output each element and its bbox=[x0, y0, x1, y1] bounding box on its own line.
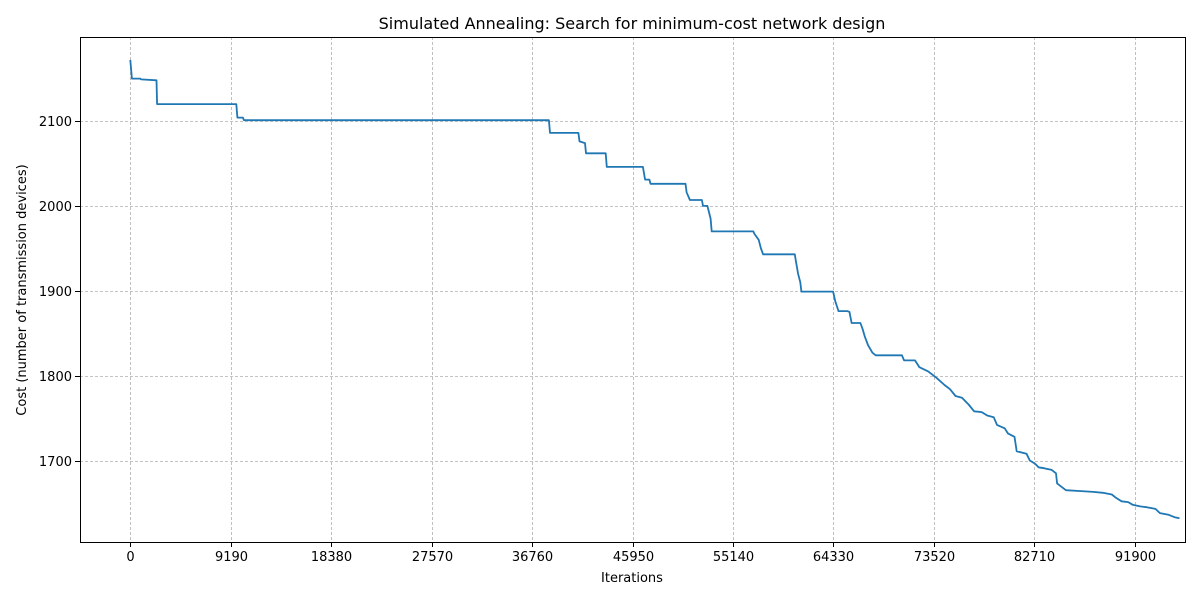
y-axis-label: Cost (number of transmission devices) bbox=[15, 164, 30, 415]
x-tick-label: 36760 bbox=[512, 550, 553, 565]
grid bbox=[80, 37, 1185, 542]
y-tick-label: 1900 bbox=[39, 285, 72, 300]
series-layer bbox=[129, 59, 1180, 520]
x-tick-label: 64330 bbox=[813, 550, 854, 565]
series-line-0 bbox=[129, 59, 1180, 520]
chart-title: Simulated Annealing: Search for minimum-… bbox=[379, 14, 886, 33]
y-tick-label: 2000 bbox=[39, 200, 72, 215]
x-tick-label: 0 bbox=[126, 550, 134, 565]
x-tick-label: 82710 bbox=[1014, 550, 1055, 565]
x-tick-label: 45950 bbox=[613, 550, 654, 565]
y-tick-label: 1700 bbox=[39, 455, 72, 470]
x-tick-label: 55140 bbox=[713, 550, 754, 565]
x-tick-label: 91900 bbox=[1115, 550, 1156, 565]
x-axis-label: Iterations bbox=[601, 571, 663, 586]
x-tick-label: 27570 bbox=[412, 550, 453, 565]
x-tick-label: 73520 bbox=[914, 550, 955, 565]
ticks: 0 9190 18380 27570 36760 45950 55140 64330 73520… bbox=[39, 115, 1156, 565]
x-tick-label: 9190 bbox=[215, 550, 248, 565]
x-tick-label: 18380 bbox=[311, 550, 352, 565]
y-tick-label: 1800 bbox=[39, 370, 72, 385]
y-tick-label: 2100 bbox=[39, 115, 72, 130]
